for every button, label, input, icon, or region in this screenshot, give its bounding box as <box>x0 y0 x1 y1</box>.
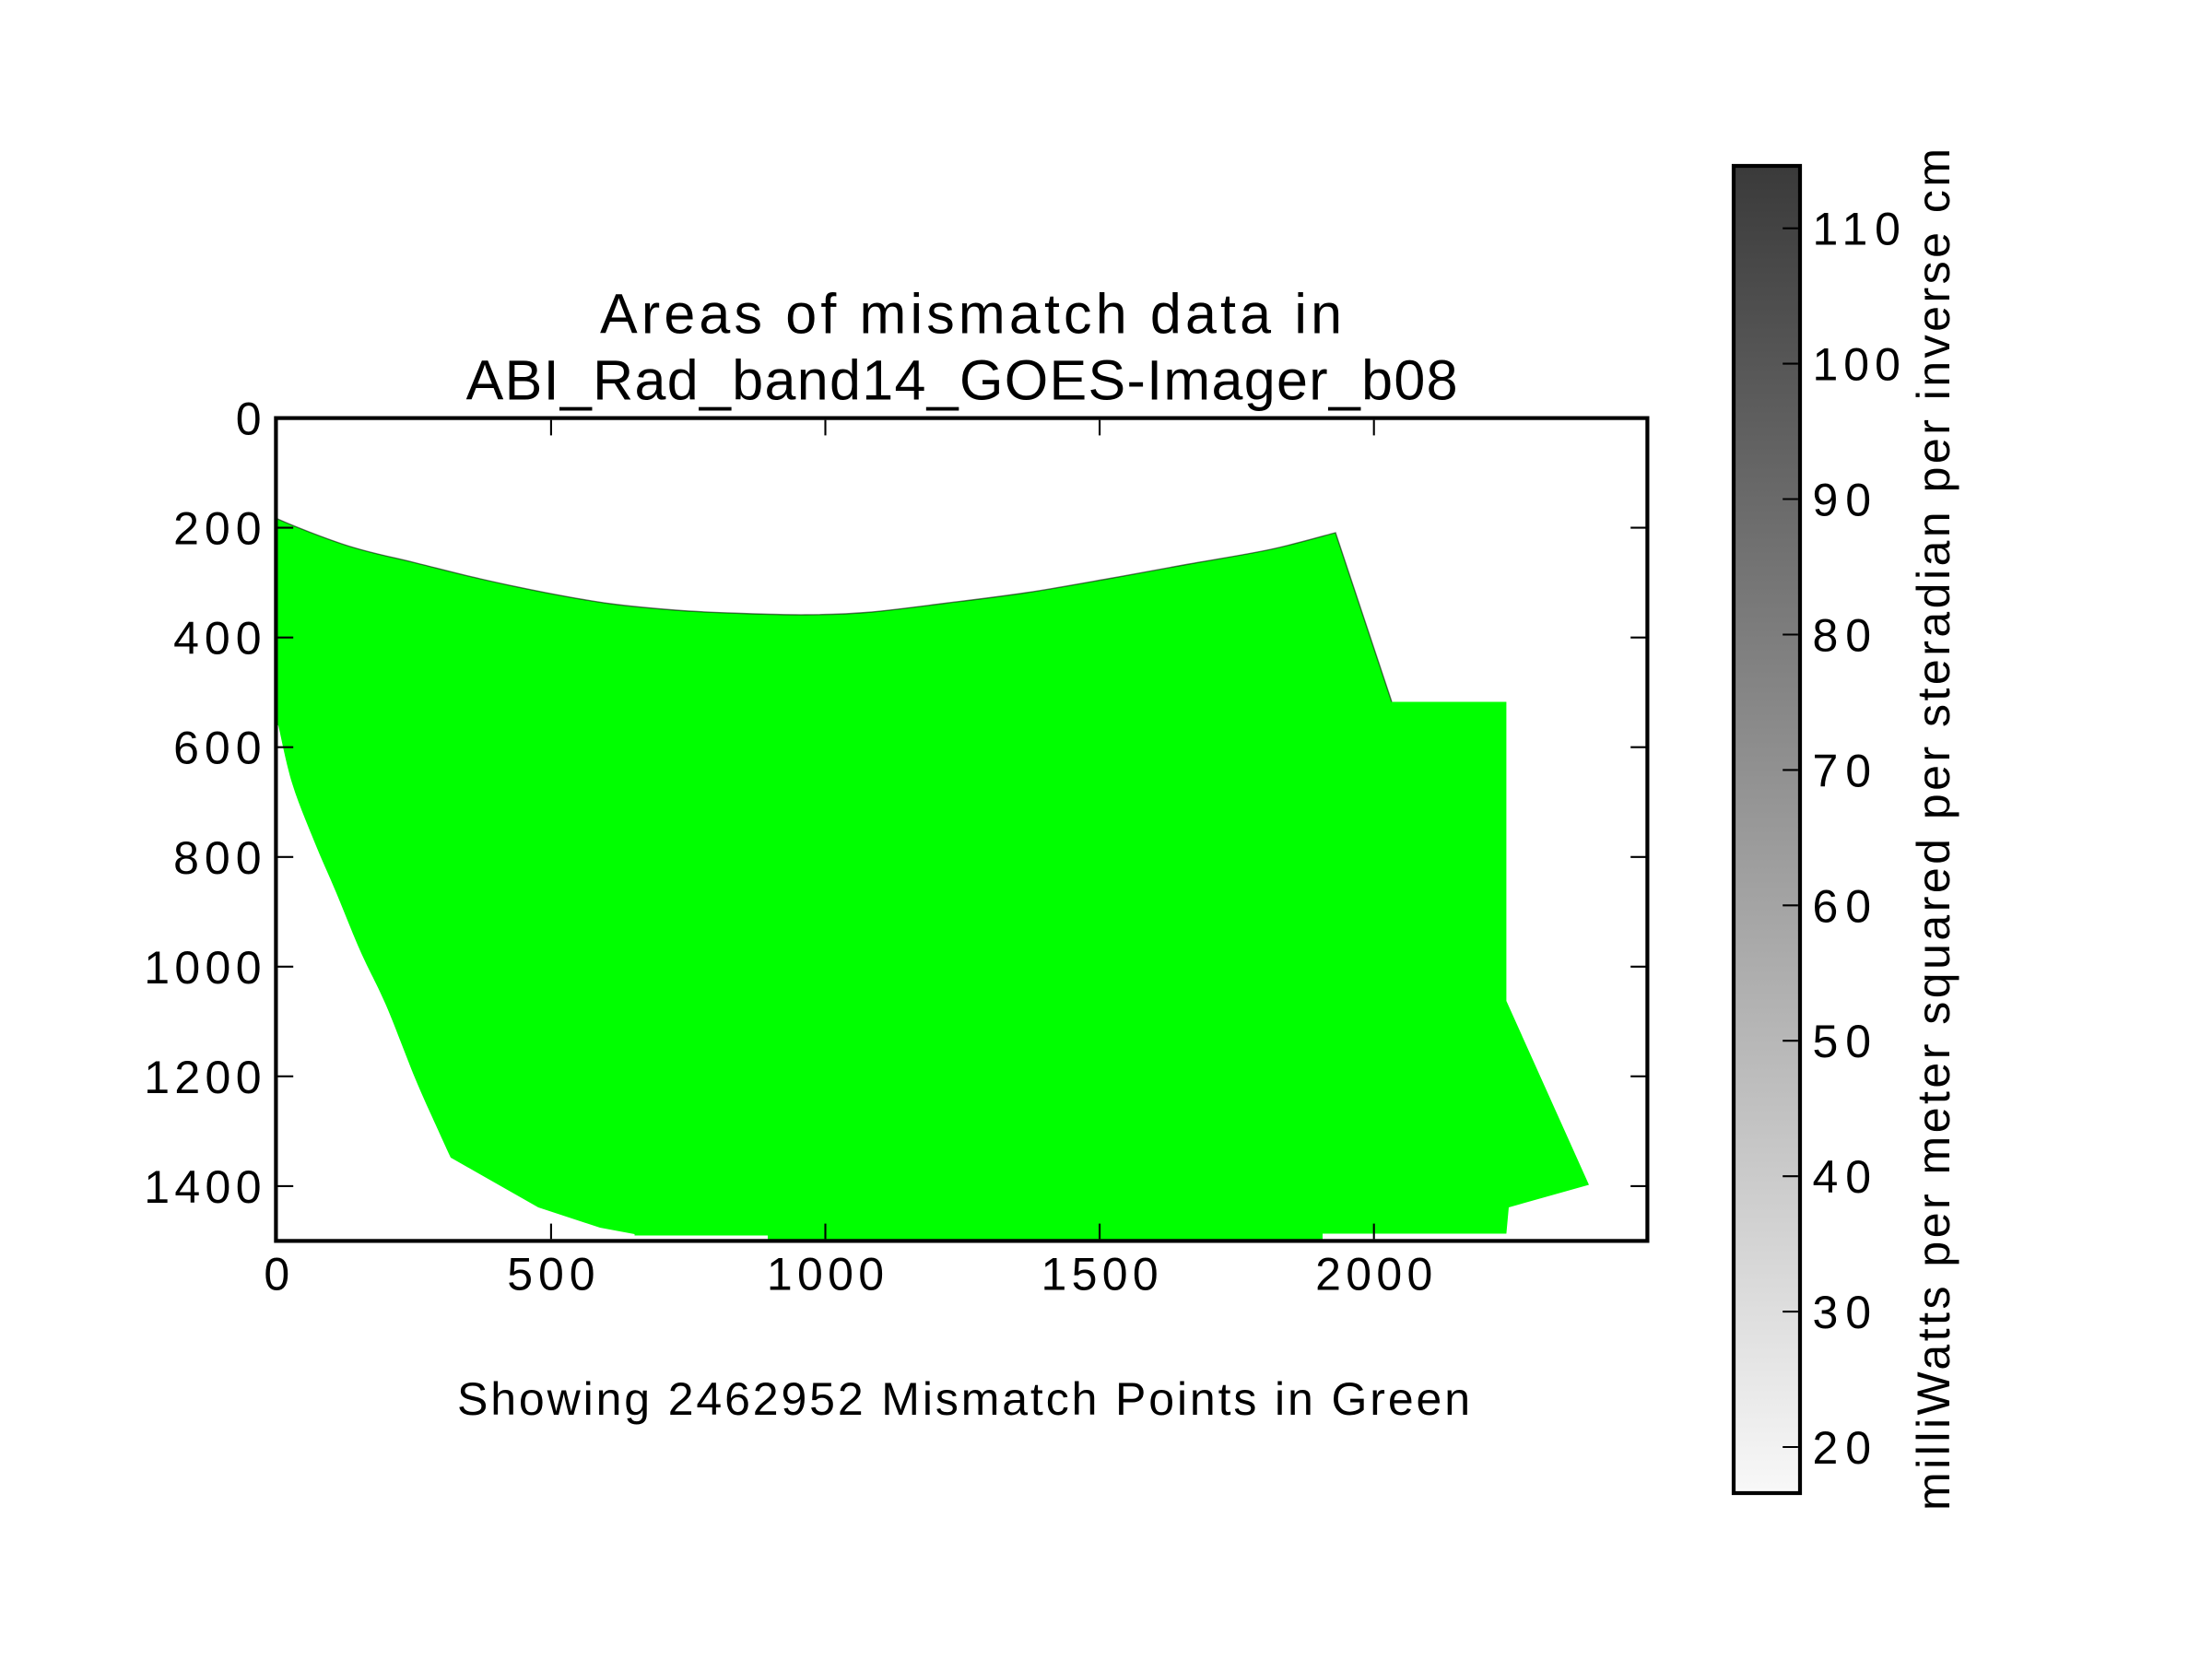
svg-text:100: 100 <box>1813 339 1900 391</box>
svg-text:0: 0 <box>264 1248 289 1300</box>
svg-text:milliWatts per meter squared p: milliWatts per meter squared per steradi… <box>1908 148 1959 1511</box>
svg-text:600: 600 <box>173 723 261 774</box>
svg-text:110: 110 <box>1813 204 1900 255</box>
svg-text:ABI_Rad_band14_GOES-Imager_b08: ABI_Rad_band14_GOES-Imager_b08 <box>466 349 1458 412</box>
svg-text:200: 200 <box>173 503 261 555</box>
svg-text:500: 500 <box>507 1248 594 1300</box>
svg-text:800: 800 <box>173 832 261 884</box>
svg-text:Areas of mismatch data in: Areas of mismatch data in <box>600 282 1342 345</box>
svg-text:400: 400 <box>173 613 261 665</box>
svg-text:0: 0 <box>236 394 262 445</box>
svg-text:Showing 2462952 Mismatch Point: Showing 2462952 Mismatch Points in Green <box>457 1373 1470 1425</box>
